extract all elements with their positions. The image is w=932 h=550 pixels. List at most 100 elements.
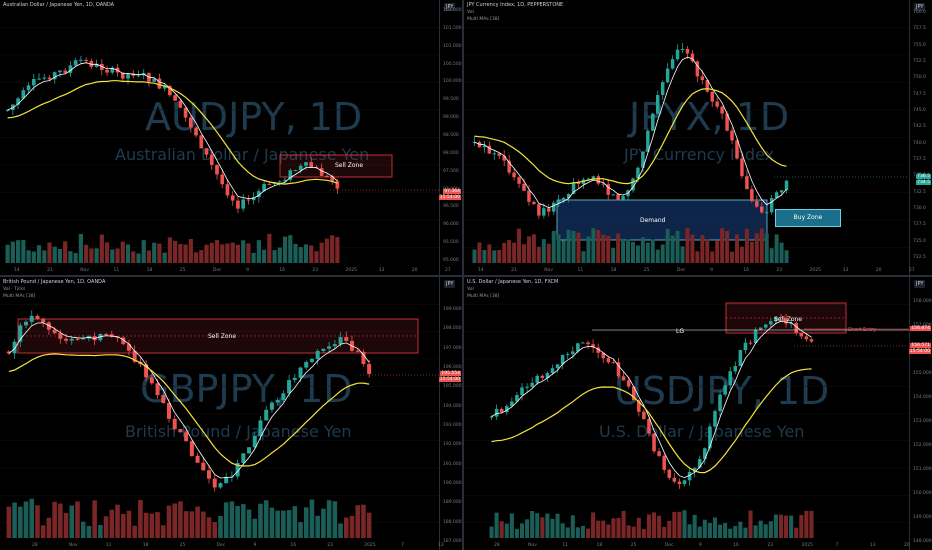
candle — [24, 321, 29, 326]
candle — [241, 453, 246, 464]
chart-pane-audjpy[interactable]: AUDJPY, 1D Australian Dollar / Japanese … — [0, 0, 462, 275]
volume-bar — [281, 510, 286, 538]
candle — [149, 377, 154, 384]
volume-bar — [166, 505, 172, 538]
chart-pane-jpyx[interactable]: JPYX, 1D JPY Currency Index JPY Currency… — [464, 0, 932, 275]
volume-bar — [303, 244, 309, 263]
volume-bar — [735, 234, 739, 263]
volume-bar — [335, 237, 340, 263]
candle — [738, 350, 743, 367]
candle — [510, 401, 514, 406]
price-axis[interactable]: JPY 102.000 101.500 101.000 100.500 100.000 9… — [438, 0, 462, 275]
candle — [758, 327, 763, 330]
candle — [58, 333, 63, 339]
candle — [155, 383, 160, 396]
chart-canvas[interactable] — [0, 277, 440, 550]
candle — [611, 362, 616, 364]
candle — [566, 194, 571, 198]
candle — [247, 447, 252, 454]
chart-canvas[interactable] — [0, 0, 440, 275]
chart-pane-gbpjpy[interactable]: GBPJPY, 1D British Pound / Japanese Yen … — [0, 277, 462, 550]
candle — [104, 334, 109, 336]
volume-bar — [763, 524, 768, 538]
candle — [218, 483, 223, 488]
buy-zone-box: Buy Zone — [775, 209, 841, 227]
price-axis[interactable]: JPY 158.000157.000156.000155.000154.0001… — [908, 277, 932, 550]
price-axis[interactable]: JPY 760.0 757.5 755.0 752.5 750.0 747.5 745.0 7… — [909, 0, 932, 275]
price-tick: 157.000 — [913, 323, 932, 328]
candle — [168, 85, 172, 96]
candle — [586, 178, 591, 180]
volume-bar — [700, 235, 705, 263]
volume-bar — [314, 251, 319, 263]
time-tick: 20 — [875, 268, 882, 273]
candle — [692, 467, 697, 472]
volume-bar — [212, 522, 218, 538]
time-tick: 7 — [401, 543, 404, 548]
volume-bar — [645, 242, 650, 263]
price-tick: 100.000 — [443, 79, 462, 85]
volume-bar — [758, 520, 763, 538]
time-tick: 14 — [14, 268, 20, 273]
chart-title: JPY Currency Index, 1D, PEPPERSTONE — [467, 2, 564, 8]
candle — [740, 158, 744, 177]
candle — [591, 176, 596, 179]
candle — [257, 191, 261, 198]
chart-pane-usdjpy[interactable]: USDJPY, 1D U.S. Dollar / Japanese Yen U.… — [464, 277, 932, 550]
price-tick: 722.5 — [913, 255, 926, 260]
price-tick: 148.000 — [913, 539, 932, 544]
candle — [687, 471, 692, 481]
volume-bar — [672, 511, 677, 538]
candle — [46, 322, 51, 330]
candle — [789, 323, 793, 325]
time-tick: 21 — [511, 268, 517, 273]
price-tick: 193.000 — [443, 423, 462, 428]
volume-bar — [75, 501, 80, 538]
candle — [642, 411, 646, 420]
volume-bar — [86, 525, 92, 538]
price-tick: 189.000 — [443, 500, 462, 506]
candle — [550, 368, 555, 374]
volume-bar — [69, 505, 75, 538]
candle — [616, 362, 621, 377]
volume-bar — [235, 505, 240, 538]
time-tick: 28 — [32, 543, 38, 548]
price-tick: 95.000 — [443, 258, 459, 263]
volume-bar — [494, 512, 499, 538]
candle — [35, 315, 40, 319]
volume-bar — [710, 251, 715, 263]
volume-bar — [715, 240, 720, 263]
candle — [497, 153, 501, 156]
candle — [748, 342, 753, 344]
chart-canvas[interactable] — [464, 277, 910, 550]
price-tick: 195.000 — [443, 384, 462, 390]
chart-canvas[interactable] — [464, 0, 910, 275]
volume-bar — [262, 249, 267, 263]
volume-bar — [530, 511, 535, 538]
volume-bar — [733, 526, 738, 538]
volume-bar — [201, 511, 206, 538]
volume-bar — [78, 233, 83, 263]
candle — [332, 344, 337, 347]
candle — [16, 98, 20, 105]
candle — [621, 196, 625, 201]
volume-bar — [586, 236, 591, 263]
candle — [556, 200, 561, 203]
price-axis[interactable]: JPY 199.000 198.000 197.000 196.000 195.000 1… — [438, 277, 462, 550]
candle — [338, 337, 343, 345]
volume-bar — [89, 248, 94, 263]
candle — [804, 336, 809, 340]
candle — [656, 95, 660, 114]
candle — [109, 334, 114, 337]
volume-label: Vol — [467, 10, 474, 15]
price-tick: 196.000 — [443, 365, 462, 370]
volume-bar — [561, 240, 566, 263]
candle — [37, 78, 41, 80]
volume-bar — [591, 228, 596, 263]
volume-bar — [514, 528, 519, 538]
candle — [652, 433, 656, 452]
ma-label: Multi MAs [38] — [3, 294, 36, 299]
candle — [665, 68, 670, 83]
volume-bar — [321, 508, 326, 538]
candle — [183, 107, 188, 118]
